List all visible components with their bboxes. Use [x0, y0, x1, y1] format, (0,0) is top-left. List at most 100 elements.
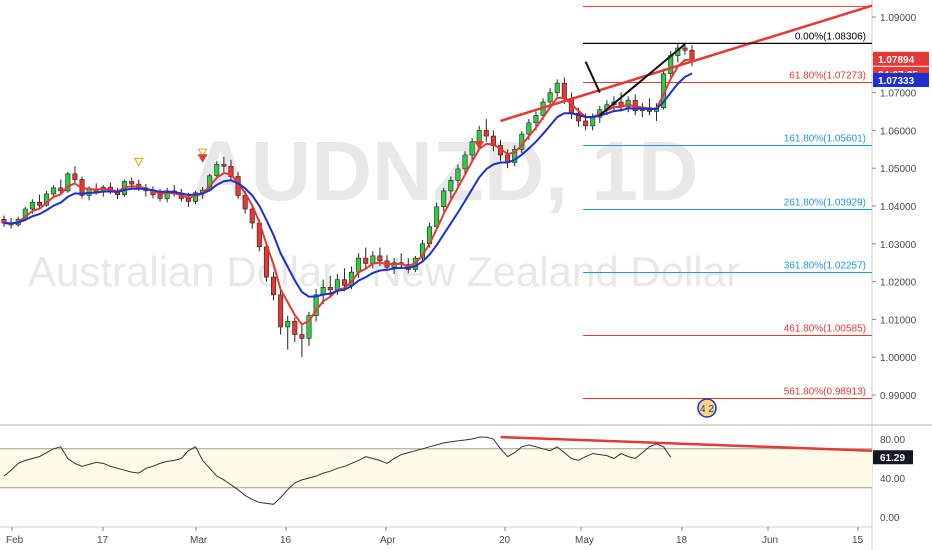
candle-up — [356, 257, 362, 273]
price-tick-label: 1.03000 — [880, 240, 917, 251]
price-tick-label: 1.00000 — [880, 353, 917, 364]
candle-up — [590, 116, 596, 127]
fib-label: 361.80%(1.02257) — [784, 261, 866, 272]
candle-up — [306, 315, 312, 339]
moving-averages-group — [3, 58, 693, 326]
down-arrow-marker — [197, 154, 208, 163]
candle-down — [327, 286, 333, 291]
candle-down — [242, 195, 248, 210]
time-tick-label: 16 — [280, 535, 292, 546]
candle-up — [512, 149, 518, 163]
candle-down — [583, 120, 589, 127]
time-tick-label: 17 — [97, 535, 109, 546]
time-tick-label: Apr — [380, 535, 396, 546]
down-arrow-marker — [133, 158, 144, 167]
candle-down — [689, 49, 695, 60]
price-tick-label: 1.01000 — [880, 315, 917, 326]
candle-down — [299, 334, 305, 339]
event-flag-icon — [697, 398, 717, 418]
rsi-line — [3, 436, 672, 505]
price-axis[interactable]: 1.090001.080001.070001.060001.050001.040… — [872, 13, 929, 402]
fib-retracement-group[interactable]: 0.00%(1.08306) 61.80%(1.07273) 161.80%(1.0… — [583, 5, 872, 399]
fib-label: 561.80%(0.98913) — [784, 387, 866, 398]
candle-up — [462, 154, 468, 170]
candle-down — [36, 201, 42, 206]
candle-down — [129, 181, 135, 185]
candle-down — [185, 198, 191, 202]
price-tick-label: 1.06000 — [880, 126, 917, 137]
price-tick-label: 0.99000 — [880, 391, 917, 402]
price-tag-label: 1.07894 — [878, 55, 915, 66]
candle-up — [65, 173, 71, 192]
trendline-drawings[interactable] — [500, 4, 873, 452]
time-tick-label: 18 — [676, 535, 688, 546]
candle-up — [455, 168, 461, 181]
candle-up — [441, 190, 447, 208]
price-tick-label: 1.04000 — [880, 202, 917, 213]
candle-up — [44, 193, 50, 206]
time-tick-label: Mar — [190, 535, 208, 546]
rsi-axis[interactable]: 80.00 40.00 0.00 61.29 — [873, 435, 913, 524]
candle-up — [214, 164, 220, 177]
fib-label: 261.80%(1.03929) — [784, 198, 866, 209]
time-tick-label: 15 — [852, 535, 864, 546]
candle-down — [377, 255, 383, 262]
candle-up — [370, 255, 376, 264]
candle-down — [221, 164, 227, 167]
wave-line-2 — [599, 43, 686, 117]
candle-down — [157, 194, 163, 199]
rsi-tick-label: 40.00 — [880, 474, 905, 485]
time-tick-label: Jun — [762, 535, 778, 546]
price-tag-bg — [873, 51, 929, 66]
price-tag-bg — [873, 73, 929, 88]
candle-up — [554, 82, 560, 93]
price-tick-label: 1.09000 — [880, 13, 917, 24]
time-tick-label: Feb — [6, 535, 24, 546]
candle-down — [682, 47, 688, 51]
wave-line-1 — [584, 61, 601, 94]
candle-down — [249, 208, 255, 224]
candle-up — [448, 179, 454, 192]
candle-up — [469, 141, 475, 156]
candle-up — [526, 122, 532, 135]
candle-down — [483, 130, 489, 137]
candle-up — [476, 130, 482, 143]
rsi-band-group — [0, 448, 872, 489]
time-tick-label: May — [575, 535, 594, 546]
candle-down — [271, 276, 277, 296]
candle-down — [58, 187, 64, 192]
time-tick-label: 20 — [499, 535, 511, 546]
rsi-tick-label: 0.00 — [880, 513, 900, 524]
down-arrow-marker — [474, 141, 485, 150]
down-arrow-marker — [197, 148, 208, 158]
event-badge[interactable]: 4 2 — [697, 398, 717, 418]
candle-down — [341, 279, 347, 286]
rsi-tick-label: 80.00 — [880, 435, 905, 446]
candle-down — [576, 113, 582, 122]
fib-label: 161.80%(1.05601) — [784, 134, 866, 145]
candle-up — [547, 92, 553, 103]
candle-down — [363, 257, 369, 264]
fib-label: 461.80%(1.00585) — [784, 324, 866, 335]
rsi-divergence-line — [500, 435, 873, 452]
ema-slow-line — [3, 72, 693, 298]
candle-up — [533, 114, 539, 124]
rsi-indicator — [3, 436, 672, 505]
candle-down — [228, 166, 234, 177]
fib-label: 61.80%(1.07273) — [789, 71, 866, 82]
price-tick-label: 1.02000 — [880, 278, 917, 289]
candle-down — [72, 173, 78, 180]
rsi-tag-bg — [873, 450, 913, 465]
rsi-tag-label: 61.29 — [880, 453, 905, 464]
candle-down — [292, 320, 298, 335]
candle-down — [561, 82, 567, 99]
watermark-name: Australian Dollar / New Zealand Dollar — [28, 248, 740, 295]
candle-up — [285, 320, 291, 328]
candle-up — [51, 187, 57, 195]
time-axis[interactable]: Feb 17 Mar 16 Apr 20 May 18 Jun 15 — [6, 527, 864, 546]
price-tick-label: 1.05000 — [880, 164, 917, 175]
candle-down — [278, 294, 284, 328]
candle-up — [313, 294, 319, 316]
